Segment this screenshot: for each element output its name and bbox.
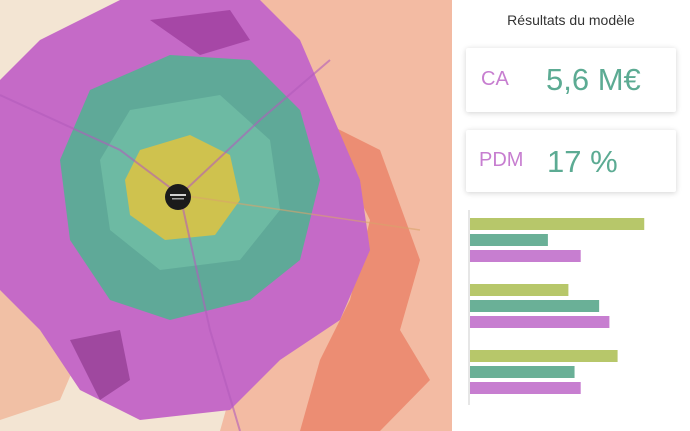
map-canvas	[0, 0, 452, 431]
bar-series-2-group-1	[470, 234, 548, 246]
store-marker-glyph	[170, 194, 186, 196]
kpi-value: 17 %	[547, 144, 618, 179]
bar-series-1-group-2	[470, 284, 569, 296]
bar-chart	[464, 210, 684, 415]
store-marker-icon[interactable]	[165, 184, 191, 210]
bar-series-3-group-3	[470, 382, 581, 394]
bar-chart-svg	[468, 210, 645, 405]
kpi-value: 5,6 M€	[546, 62, 641, 97]
kpi-label: PDM	[479, 149, 524, 171]
bar-series-2-group-3	[470, 366, 575, 378]
bar-series-1-group-3	[470, 350, 618, 362]
bar-series-3-group-2	[470, 316, 610, 328]
store-marker-glyph	[172, 198, 184, 200]
bar-series-2-group-2	[470, 300, 600, 312]
bar-series-3-group-1	[470, 250, 581, 262]
map-road	[179, 194, 421, 231]
kpi-card-pdm: PDM 17 %	[466, 130, 676, 192]
map-zone-purple-south	[70, 330, 130, 400]
results-panel: Résultats du modèle CA 5,6 M€ PDM 17 %	[452, 0, 690, 431]
map-zone-red	[300, 120, 430, 431]
kpi-card-ca: CA 5,6 M€	[466, 48, 676, 112]
catchment-map[interactable]	[0, 0, 452, 431]
map-road	[179, 194, 241, 431]
bar-series-1-group-1	[470, 218, 645, 230]
panel-title: Résultats du modèle	[507, 12, 635, 28]
map-zone-purple	[150, 10, 250, 55]
kpi-label: CA	[481, 68, 509, 90]
